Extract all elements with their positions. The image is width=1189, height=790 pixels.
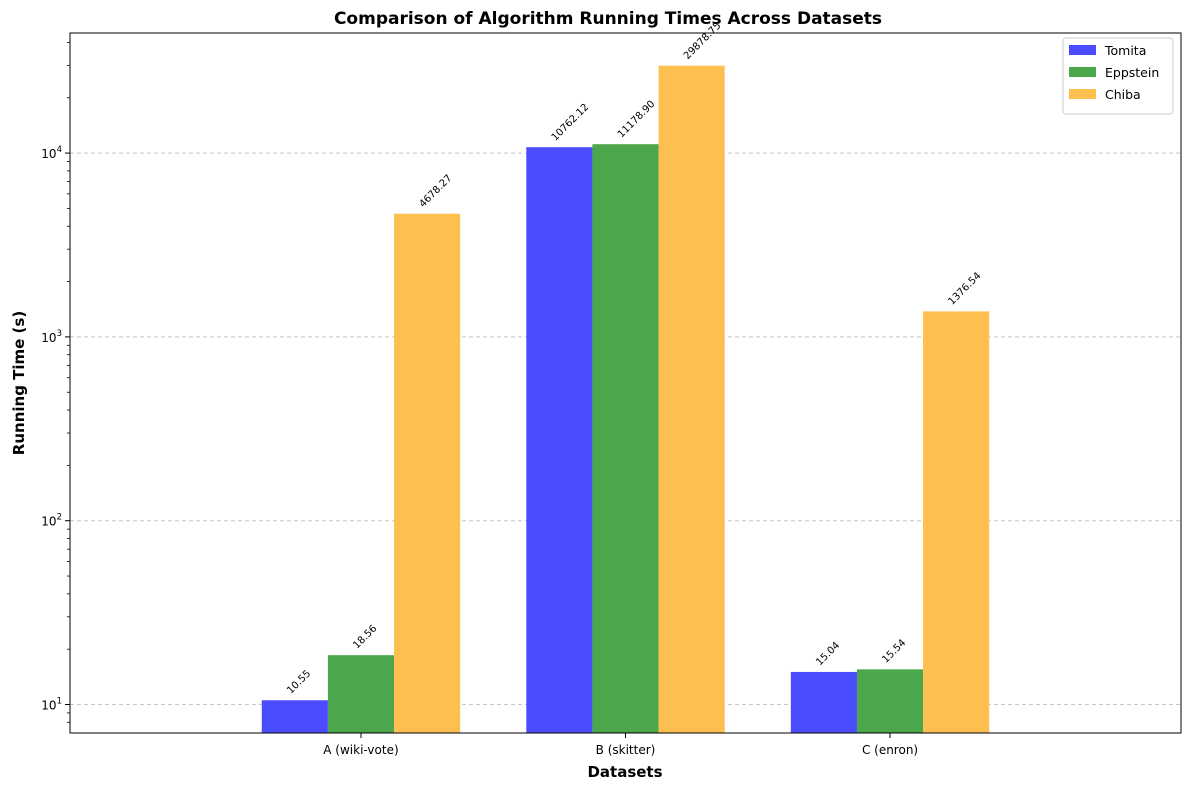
bar-eppstein-b-skitter — [592, 144, 659, 733]
x-tick-label: B (skitter) — [596, 743, 656, 757]
bar-eppstein-a-wiki-vote — [327, 655, 395, 733]
bar-tomita-b-skitter — [526, 147, 593, 733]
y-tick-label: 102 — [41, 513, 62, 529]
legend-label-chiba: Chiba — [1105, 87, 1141, 102]
data-label-tomita-a-wiki-vote: 10.55 — [285, 668, 313, 696]
bar-chiba-b-skitter — [658, 65, 725, 734]
bar-chiba-a-wiki-vote — [394, 213, 461, 733]
legend-swatch-eppstein — [1069, 67, 1096, 77]
bar-eppstein-c-enron — [856, 669, 924, 733]
x-tick-label: A (wiki-vote) — [323, 743, 398, 757]
y-tick-label: 104 — [41, 145, 62, 161]
x-axis-ticks: A (wiki-vote) B (skitter) C (enron) — [323, 733, 918, 757]
legend: Tomita Eppstein Chiba — [1062, 37, 1174, 115]
x-tick-label: C (enron) — [862, 743, 918, 757]
chart-title: Comparison of Algorithm Running Times Ac… — [334, 9, 882, 29]
legend-swatch-chiba — [1069, 89, 1096, 99]
data-label-eppstein-b-skitter: 11178.90 — [616, 99, 658, 141]
data-label-tomita-b-skitter: 10762.12 — [550, 102, 592, 144]
bar-tomita-a-wiki-vote — [261, 700, 328, 733]
y-tick-label: 103 — [41, 329, 62, 345]
legend-label-eppstein: Eppstein — [1105, 65, 1159, 80]
data-label-tomita-c-enron: 15.04 — [814, 640, 842, 668]
data-label-chiba-a-wiki-vote: 4678.27 — [417, 173, 454, 210]
y-axis-title: Running Time (s) — [10, 311, 28, 455]
y-tick-label: 101 — [41, 697, 62, 713]
bar-chiba-c-enron — [923, 311, 990, 733]
data-label-chiba-c-enron: 1376.54 — [946, 270, 983, 307]
y-axis-ticks: 101 102 103 104 — [41, 42, 70, 723]
legend-label-tomita: Tomita — [1104, 43, 1146, 58]
bars — [261, 65, 990, 734]
legend-swatch-tomita — [1069, 45, 1096, 55]
bar-tomita-c-enron — [790, 671, 857, 733]
x-axis-title: Datasets — [587, 763, 662, 781]
data-label-eppstein-a-wiki-vote: 18.56 — [351, 623, 379, 651]
data-label-eppstein-c-enron: 15.54 — [880, 637, 908, 665]
